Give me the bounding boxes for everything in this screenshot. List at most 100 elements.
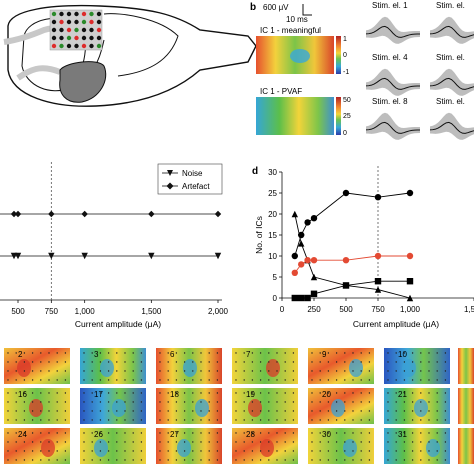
electrode-dot-4	[81, 11, 87, 17]
ic-map-18-electrode-2-3	[183, 410, 186, 412]
ic-map-7-electrode-0-7	[292, 352, 295, 354]
ic-map-28-electrode-1-3	[259, 441, 262, 443]
d-point-0-3	[310, 215, 318, 222]
ic-map-27-electrode-3-6	[208, 459, 210, 461]
ic-map-18-electrode-2-5	[200, 410, 202, 412]
ic-map-9-electrode-0-2	[327, 352, 330, 354]
c-xtick-label-1: 750	[45, 307, 59, 316]
ic-map-27-electrode-3-0	[159, 459, 161, 461]
ic-map-6-electrode-2-5	[200, 370, 202, 372]
ic-map-10-electrode-3-3	[411, 379, 414, 381]
d-point-0-5	[374, 194, 382, 201]
ic-map-26-electrode-1-2	[99, 441, 102, 443]
ic-map-7-electrode-1-1	[243, 361, 245, 363]
ic-map-30-electrode-1-7	[368, 441, 371, 443]
ic-map-9-electrode-1-7	[368, 361, 371, 363]
d-point-0-0	[291, 252, 298, 260]
ic-map-19-electrode-2-6	[284, 410, 286, 412]
ic-map-3-electrode-0-2	[99, 352, 102, 354]
electrode-dot-10	[74, 19, 79, 25]
ic-map-30-electrode-3-6	[360, 459, 362, 461]
ic-map-26-electrode-3-2	[99, 459, 102, 461]
ic-map-2-electrode-0-0	[7, 352, 9, 354]
ic-map-31-electrode-2-3	[411, 450, 414, 452]
ic-map-10-electrode-3-2	[403, 379, 406, 381]
ic-map-27-electrode-2-2	[175, 450, 178, 452]
ic-map-16-electrode-2-6	[56, 410, 58, 412]
ic-map-6-electrode-1-5	[200, 361, 202, 363]
ic-map-6-electrode-2-0	[159, 370, 161, 372]
ic-map-2-electrode-1-3	[31, 361, 34, 363]
stim-label-1: Stim. el.	[436, 1, 465, 10]
ic-map-26-electrode-1-0	[83, 441, 85, 443]
ic-map-16-electrode-3-2	[23, 419, 26, 421]
ic-map-spot-27	[177, 439, 191, 457]
ic-map-partial-1	[458, 388, 474, 424]
electrode-dot-2	[66, 11, 72, 17]
ic-map-9-electrode-0-0	[311, 352, 313, 354]
ic-map-20-electrode-2-7	[368, 410, 371, 412]
ic-map-20-electrode-0-6	[360, 392, 362, 394]
ic-map-19-electrode-2-1	[243, 410, 245, 412]
ic-map-30-electrode-1-2	[327, 441, 330, 443]
ic-map-label-9: 9	[322, 350, 327, 359]
ic-map-6-electrode-0-0	[159, 352, 161, 354]
ic-map-17-electrode-1-4	[116, 401, 118, 403]
ic-map-6-electrode-2-7	[216, 370, 219, 372]
ic-map-26-electrode-2-7	[140, 450, 143, 452]
ic-map-9-electrode-1-5	[352, 361, 354, 363]
ic-map-10-electrode-2-3	[411, 370, 414, 372]
ic-map-6-electrode-1-2	[175, 361, 178, 363]
ic-map-10-electrode-0-6	[436, 352, 438, 354]
ic-map-24-electrode-0-1	[15, 432, 17, 434]
ic-map-16-electrode-3-3	[31, 419, 34, 421]
ic-map-30-electrode-2-4	[344, 450, 346, 452]
d-point-3-6	[406, 278, 414, 285]
ic-map-20-electrode-3-4	[344, 419, 346, 421]
ic-map-16-electrode-3-4	[40, 419, 42, 421]
ic-map-21-electrode-3-4	[420, 419, 422, 421]
ic-map-2-electrode-1-7	[64, 361, 67, 363]
ic-map-18-electrode-2-6	[208, 410, 210, 412]
ic-map-21-electrode-3-7	[444, 419, 447, 421]
ic-map-16-electrode-0-3	[31, 392, 34, 394]
ic-map-7-electrode-2-5	[276, 370, 278, 372]
ic-map-21-electrode-0-1	[395, 392, 397, 394]
ic-map-10-electrode-1-1	[395, 361, 397, 363]
scalebar-time-label: 10 ms	[286, 15, 308, 24]
d-point-2-3	[310, 257, 318, 264]
ic-map-7-electrode-3-7	[292, 379, 295, 381]
ic-map-6-electrode-3-0	[159, 379, 161, 381]
ic-map-20-electrode-1-0	[311, 401, 313, 403]
ic-map-7-electrode-2-1	[243, 370, 245, 372]
ic-map-19-electrode-1-5	[276, 401, 278, 403]
ic-map-31-electrode-3-3	[411, 459, 414, 461]
ic-map-30-electrode-2-5	[352, 450, 354, 452]
stim-trace-1	[429, 25, 474, 38]
ic-map-16-electrode-3-6	[56, 419, 58, 421]
ic-map-2-electrode-0-1	[15, 352, 17, 354]
ic-map-26-electrode-2-4	[116, 450, 118, 452]
electrode-grid	[51, 11, 102, 49]
ic-map-31	[384, 428, 450, 464]
ic-map-28-electrode-0-3	[259, 432, 262, 434]
ic-map-spot-3	[100, 359, 114, 377]
ic-map-16-electrode-3-7	[64, 419, 67, 421]
map1-blue-spot	[290, 49, 310, 63]
ic-map-7-electrode-2-7	[292, 370, 295, 372]
ic-map-19-electrode-3-6	[284, 419, 286, 421]
ic-map-label-7: 7	[246, 350, 251, 359]
ic-map-3-electrode-0-6	[132, 352, 134, 354]
ic-map-2-electrode-0-4	[40, 352, 42, 354]
ic-map-17-electrode-3-6	[132, 419, 134, 421]
ic-map-6-electrode-3-5	[200, 379, 202, 381]
brain-illustration	[3, 4, 257, 107]
c-point-0-4	[214, 252, 222, 260]
ic-map-6-electrode-0-2	[175, 352, 178, 354]
ic-map-18-electrode-2-7	[216, 410, 219, 412]
colorbar-1	[336, 36, 341, 74]
ic-map-31-electrode-0-5	[428, 432, 430, 434]
ic-map-9-electrode-1-0	[311, 361, 313, 363]
ic-map-3-electrode-3-3	[107, 379, 110, 381]
